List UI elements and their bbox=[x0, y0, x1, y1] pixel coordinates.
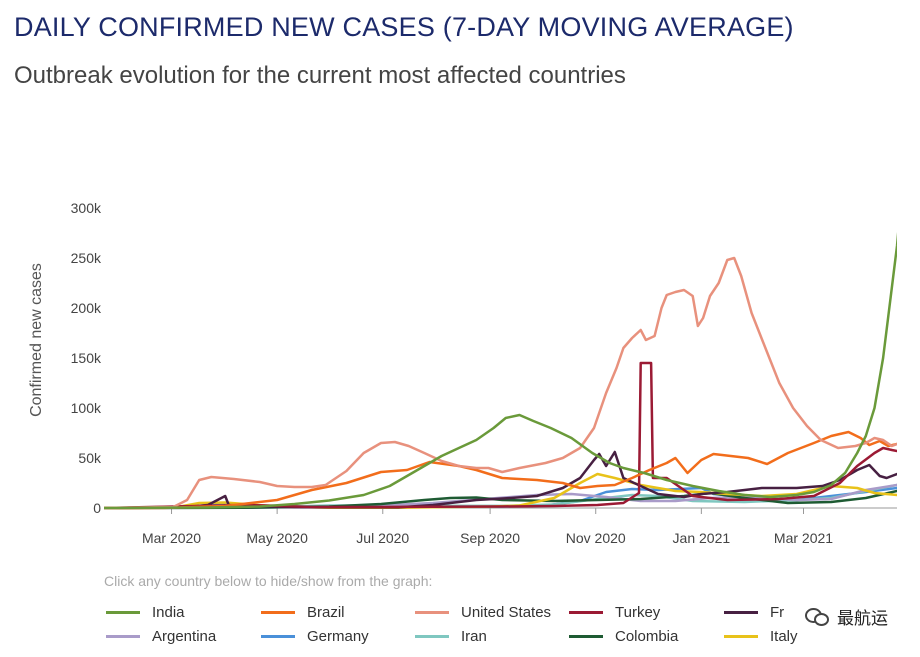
legend-swatch bbox=[106, 610, 140, 614]
x-tick-label: Sep 2020 bbox=[460, 530, 520, 546]
y-tick-label: 150k bbox=[71, 350, 102, 366]
chart-title: DAILY CONFIRMED NEW CASES (7-DAY MOVING … bbox=[14, 12, 794, 42]
series-line-brazil bbox=[104, 430, 897, 510]
wechat-icon bbox=[805, 607, 831, 626]
x-tick-label: Jan 2021 bbox=[673, 530, 731, 546]
legend-label: Argentina bbox=[152, 627, 217, 645]
y-axis-label: Confirmed new cases bbox=[28, 263, 45, 417]
legend: India Brazil United States Turkey Fr Argentin… bbox=[106, 601, 906, 649]
legend-swatch bbox=[261, 610, 295, 614]
legend-item-united-states[interactable]: United States bbox=[415, 601, 551, 623]
x-tick-label: Jul 2020 bbox=[356, 530, 409, 546]
legend-label: Colombia bbox=[615, 627, 679, 645]
legend-swatch bbox=[724, 634, 758, 638]
y-tick-label: 100k bbox=[71, 400, 102, 416]
legend-label: Italy bbox=[770, 627, 798, 645]
legend-hint: Click any country below to hide/show fro… bbox=[104, 573, 433, 589]
y-axis: 0 50k 100k 150k 200k 250k 300k bbox=[71, 200, 102, 516]
legend-swatch bbox=[261, 634, 295, 638]
line-chart: Confirmed new cases 0 50k 100k 150k 200k 250k… bbox=[28, 200, 897, 546]
legend-label: Germany bbox=[307, 627, 369, 645]
series-line-united-states bbox=[104, 256, 897, 510]
x-tick-label: Mar 2020 bbox=[142, 530, 201, 546]
watermark: 最航运 bbox=[801, 604, 892, 629]
y-tick-label: 200k bbox=[71, 300, 102, 316]
series-line-india bbox=[104, 232, 897, 510]
legend-swatch bbox=[569, 610, 603, 614]
x-tick-label: Mar 2021 bbox=[774, 530, 833, 546]
x-tick-label: May 2020 bbox=[246, 530, 308, 546]
legend-item-fr[interactable]: Fr bbox=[724, 601, 784, 623]
legend-label: Turkey bbox=[615, 603, 661, 621]
y-tick-label: 300k bbox=[71, 200, 102, 216]
y-tick-label: 0 bbox=[93, 500, 101, 516]
y-tick-label: 50k bbox=[78, 450, 102, 466]
legend-item-argentina[interactable]: Argentina bbox=[106, 625, 216, 647]
legend-item-brazil[interactable]: Brazil bbox=[261, 601, 345, 623]
legend-label: Fr bbox=[770, 603, 785, 621]
legend-label: Brazil bbox=[307, 603, 345, 621]
legend-item-colombia[interactable]: Colombia bbox=[569, 625, 678, 647]
legend-swatch bbox=[106, 634, 140, 638]
legend-swatch bbox=[724, 610, 758, 614]
series-line-turkey bbox=[104, 361, 897, 510]
legend-label: India bbox=[152, 603, 185, 621]
y-tick-label: 250k bbox=[71, 250, 102, 266]
chart-subtitle: Outbreak evolution for the current most … bbox=[14, 62, 626, 89]
legend-swatch bbox=[415, 634, 449, 638]
legend-item-italy[interactable]: Italy bbox=[724, 625, 798, 647]
legend-swatch bbox=[569, 634, 603, 638]
x-axis: Mar 2020 May 2020 Jul 2020 Sep 2020 Nov 2020… bbox=[104, 507, 897, 546]
x-tick-label: Nov 2020 bbox=[566, 530, 626, 546]
legend-item-turkey[interactable]: Turkey bbox=[569, 601, 660, 623]
legend-item-iran[interactable]: Iran bbox=[415, 625, 487, 647]
legend-label: United States bbox=[461, 603, 552, 621]
series-line-colombia bbox=[104, 489, 897, 510]
legend-item-germany[interactable]: Germany bbox=[261, 625, 369, 647]
watermark-text: 最航运 bbox=[837, 609, 888, 628]
legend-item-india[interactable]: India bbox=[106, 601, 185, 623]
series-lines bbox=[104, 232, 897, 510]
legend-swatch bbox=[415, 610, 449, 614]
legend-label: Iran bbox=[461, 627, 487, 645]
